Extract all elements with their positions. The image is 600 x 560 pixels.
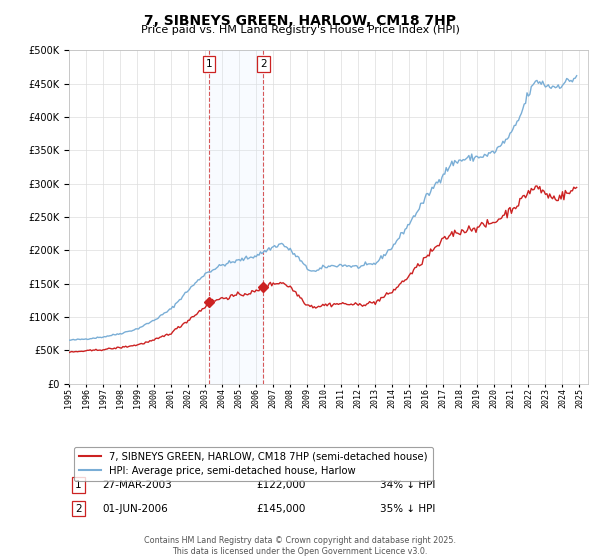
- Text: 35% ↓ HPI: 35% ↓ HPI: [380, 503, 436, 514]
- Text: 34% ↓ HPI: 34% ↓ HPI: [380, 480, 436, 490]
- Text: 1: 1: [75, 480, 82, 490]
- Text: 2: 2: [260, 59, 266, 69]
- Bar: [209, 50, 263, 384]
- Text: £122,000: £122,000: [256, 480, 305, 490]
- Text: 27-MAR-2003: 27-MAR-2003: [103, 480, 172, 490]
- Text: 7, SIBNEYS GREEN, HARLOW, CM18 7HP: 7, SIBNEYS GREEN, HARLOW, CM18 7HP: [144, 14, 456, 28]
- Text: 2: 2: [75, 503, 82, 514]
- Text: Contains HM Land Registry data © Crown copyright and database right 2025.
This d: Contains HM Land Registry data © Crown c…: [144, 536, 456, 556]
- Text: £145,000: £145,000: [256, 503, 305, 514]
- Text: 1: 1: [206, 59, 212, 69]
- Legend: 7, SIBNEYS GREEN, HARLOW, CM18 7HP (semi-detached house), HPI: Average price, se: 7, SIBNEYS GREEN, HARLOW, CM18 7HP (semi…: [74, 447, 433, 481]
- Text: Price paid vs. HM Land Registry's House Price Index (HPI): Price paid vs. HM Land Registry's House …: [140, 25, 460, 35]
- Text: 01-JUN-2006: 01-JUN-2006: [103, 503, 169, 514]
